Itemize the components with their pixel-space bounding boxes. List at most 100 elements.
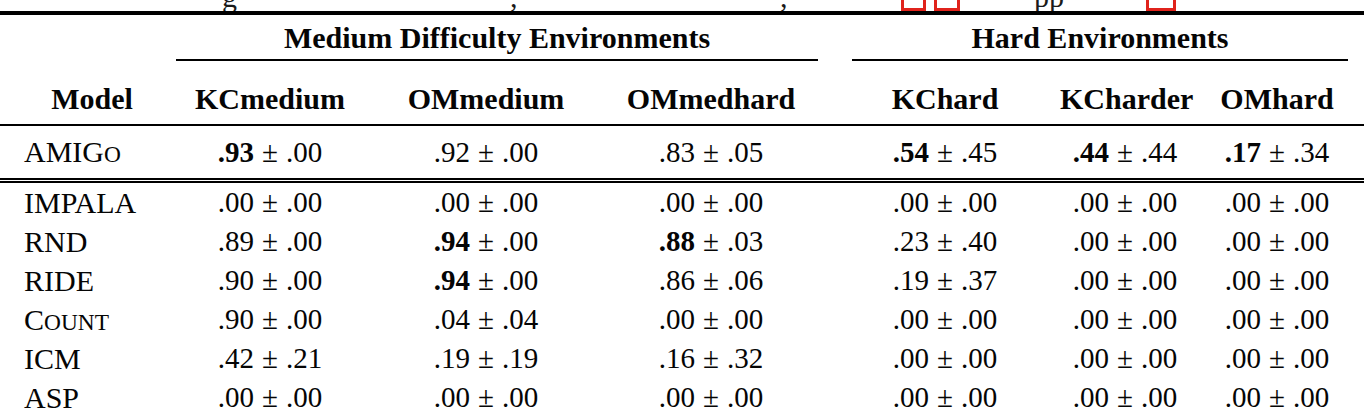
score-std: .00 <box>1141 186 1177 218</box>
score-mean: .90 <box>218 303 254 335</box>
score-cell-rnd-ommedhard: .88±.03 <box>592 222 830 261</box>
plus-minus-sign: ± <box>1109 186 1141 218</box>
score-mean: .89 <box>218 225 254 257</box>
plus-minus-sign: ± <box>695 381 727 412</box>
score-cell-rnd-omhard: .00±.00 <box>1190 222 1364 261</box>
score-cell-impala-omhard: .00±.00 <box>1190 181 1364 223</box>
plus-minus-sign: ± <box>1261 381 1293 412</box>
score-std: .00 <box>1141 303 1177 335</box>
score-mean: .88 <box>659 225 695 257</box>
score-cell-asp-kchard: .00±.00 <box>830 378 1060 412</box>
score-cell-amigo-kchard: .54±.45 <box>830 125 1060 181</box>
model-name-text: RIDE <box>24 264 94 297</box>
plus-minus-sign: ± <box>1261 264 1293 296</box>
table-row-count: COUNT.90±.00.04±.04.00±.00.00±.00.00±.00… <box>0 300 1364 339</box>
caption-text-fragment: pp <box>1034 0 1064 11</box>
group-header-hard-label: Hard Environments <box>852 21 1348 61</box>
score-cell-impala-ommedium: .00±.00 <box>380 181 592 223</box>
caption-text-fragment: g <box>222 0 237 11</box>
plus-minus-sign: ± <box>1261 303 1293 335</box>
group-header-medium-label: Medium Difficulty Environments <box>176 21 818 61</box>
model-name-text: RND <box>24 225 87 258</box>
paper-results-table-figure: g,,pp Medium Difficulty Environments Har… <box>0 0 1364 412</box>
score-cell-rnd-kcmedium: .89±.00 <box>160 222 380 261</box>
score-mean: .86 <box>659 264 695 296</box>
score-cell-impala-kcharder: .00±.00 <box>1060 181 1190 223</box>
score-std: .45 <box>961 136 997 168</box>
score-cell-ride-kcmedium: .90±.00 <box>160 261 380 300</box>
score-std: .00 <box>961 186 997 218</box>
score-cell-ride-ommedhard: .86±.06 <box>592 261 830 300</box>
score-std: .00 <box>286 186 322 218</box>
citation-link-box[interactable] <box>1146 0 1176 11</box>
score-std: .19 <box>502 342 538 374</box>
model-name-smallcaps: O <box>104 141 121 167</box>
table-row-impala: IMPALA.00±.00.00±.00.00±.00.00±.00.00±.0… <box>0 181 1364 223</box>
plus-minus-sign: ± <box>470 225 502 257</box>
table-row-asp: ASP.00±.00.00±.00.00±.00.00±.00.00±.00.0… <box>0 378 1364 412</box>
column-header-kcmedium: KCmedium <box>160 61 380 125</box>
plus-minus-sign: ± <box>929 342 961 374</box>
score-cell-icm-kcmedium: .42±.21 <box>160 339 380 378</box>
score-cell-ride-kchard: .19±.37 <box>830 261 1060 300</box>
plus-minus-sign: ± <box>470 342 502 374</box>
plus-minus-sign: ± <box>470 303 502 335</box>
score-cell-rnd-kchard: .23±.40 <box>830 222 1060 261</box>
score-std: .00 <box>502 136 538 168</box>
plus-minus-sign: ± <box>254 303 286 335</box>
column-header-kcharder: KCharder <box>1060 61 1190 125</box>
column-header-model: Model <box>0 61 160 125</box>
column-header-kchard: KChard <box>830 61 1060 125</box>
score-std: .00 <box>961 303 997 335</box>
column-header-ommedhard: OMmedhard <box>592 61 830 125</box>
score-mean: .00 <box>434 381 470 412</box>
score-mean: .00 <box>1225 225 1261 257</box>
plus-minus-sign: ± <box>1261 186 1293 218</box>
score-mean: .44 <box>1073 136 1109 168</box>
score-cell-asp-kcharder: .00±.00 <box>1060 378 1190 412</box>
score-std: .40 <box>961 225 997 257</box>
citation-link-box[interactable] <box>934 0 960 11</box>
score-cell-impala-ommedhard: .00±.00 <box>592 181 830 223</box>
score-cell-rnd-kcharder: .00±.00 <box>1060 222 1190 261</box>
score-std: .00 <box>1293 225 1329 257</box>
table-row-ride: RIDE.90±.00.94±.00.86±.06.19±.37.00±.00.… <box>0 261 1364 300</box>
score-cell-count-omhard: .00±.00 <box>1190 300 1364 339</box>
score-std: .00 <box>961 381 997 412</box>
score-cell-amigo-ommedium: .92±.00 <box>380 125 592 181</box>
model-name-text: ASP <box>24 381 79 412</box>
model-name-rnd: RND <box>0 222 160 261</box>
score-std: .00 <box>1293 186 1329 218</box>
score-cell-asp-ommedhard: .00±.00 <box>592 378 830 412</box>
score-std: .00 <box>502 225 538 257</box>
citation-link-box[interactable] <box>901 0 926 11</box>
score-mean: .92 <box>434 136 470 168</box>
score-mean: .23 <box>893 225 929 257</box>
score-std: .00 <box>1293 303 1329 335</box>
column-header-row: Model KCmediumOMmediumOMmedhardKChardKCh… <box>0 61 1364 125</box>
model-name-impala: IMPALA <box>0 181 160 223</box>
score-std: .03 <box>727 225 763 257</box>
caption-text-fragment: , <box>510 0 518 11</box>
score-cell-icm-kcharder: .00±.00 <box>1060 339 1190 378</box>
score-mean: .00 <box>1225 303 1261 335</box>
score-mean: .00 <box>1073 225 1109 257</box>
score-cell-impala-kchard: .00±.00 <box>830 181 1060 223</box>
score-std: .21 <box>286 342 322 374</box>
score-cell-count-kcharder: .00±.00 <box>1060 300 1190 339</box>
score-std: .00 <box>286 381 322 412</box>
plus-minus-sign: ± <box>695 303 727 335</box>
score-cell-ride-ommedium: .94±.00 <box>380 261 592 300</box>
score-mean: .00 <box>1073 381 1109 412</box>
score-cell-amigo-kcmedium: .93±.00 <box>160 125 380 181</box>
score-std: .00 <box>727 381 763 412</box>
score-mean: .00 <box>893 186 929 218</box>
table-row-icm: ICM.42±.21.19±.19.16±.32.00±.00.00±.00.0… <box>0 339 1364 378</box>
score-std: .00 <box>727 186 763 218</box>
plus-minus-sign: ± <box>695 136 727 168</box>
plus-minus-sign: ± <box>470 136 502 168</box>
score-mean: .00 <box>893 303 929 335</box>
model-name-count: COUNT <box>0 300 160 339</box>
model-name-ride: RIDE <box>0 261 160 300</box>
results-table: Medium Difficulty Environments Hard Envi… <box>0 15 1364 412</box>
